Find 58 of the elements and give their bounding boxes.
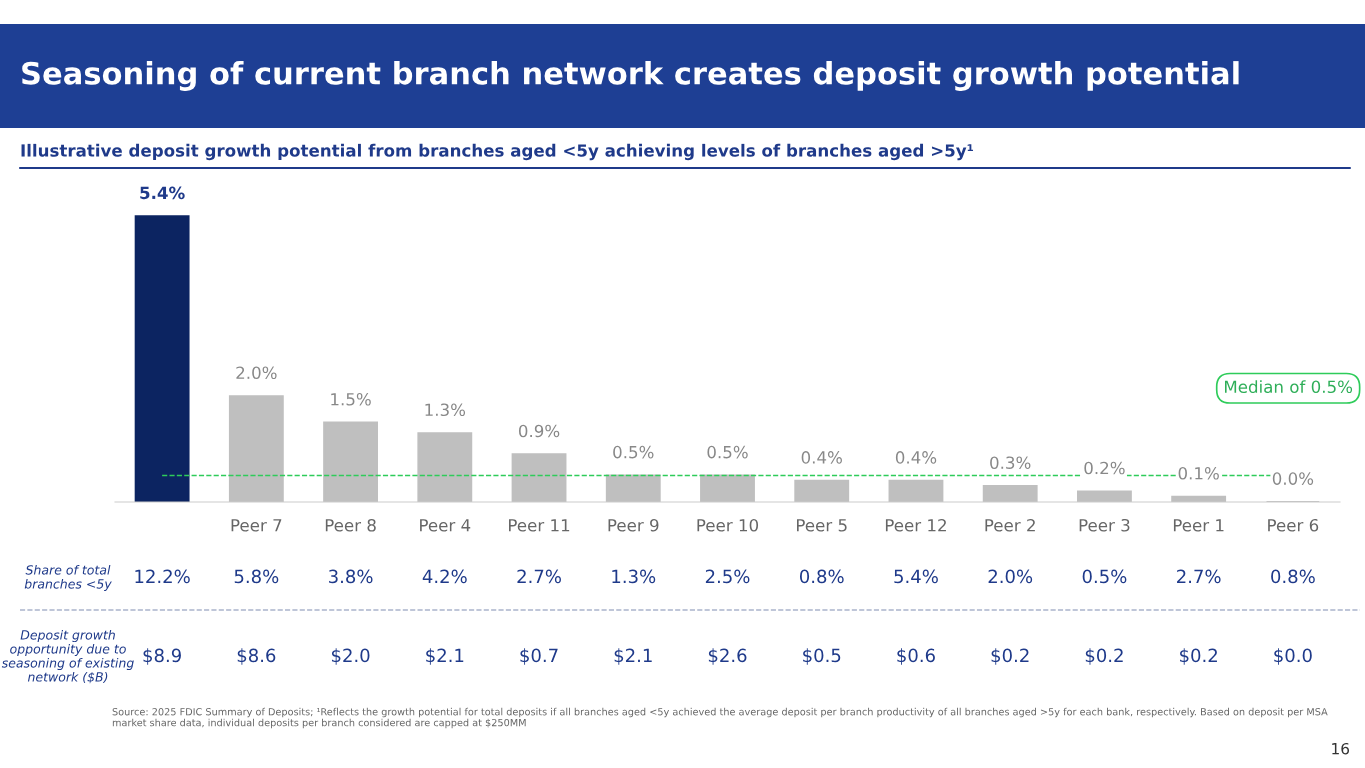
- chart-title: Seasoning of current branch network creates deposit growth potential: [22, 61, 1239, 91]
- text: $8.6: [237, 648, 276, 665]
- data-label: 1.3%: [425, 403, 466, 417]
- x-tick-label: Peer 11: [509, 519, 570, 532]
- text: 2.7%: [1177, 569, 1221, 584]
- text: 5.8%: [234, 569, 279, 584]
- text: $0.2: [1180, 648, 1217, 665]
- x-tick-label: Peer 4: [420, 519, 471, 532]
- x-tick-label: Peer 10: [697, 518, 759, 532]
- text: 1.3%: [612, 569, 656, 584]
- text: $8.9: [143, 648, 181, 665]
- x-tick-label: Peer 3: [1079, 518, 1130, 532]
- data-label: 0.5%: [707, 445, 748, 459]
- x-tick-label: Peer 9: [608, 518, 659, 532]
- text: 0.5%: [1082, 569, 1127, 584]
- text: $2.1: [426, 648, 464, 665]
- data-label: 0.3%: [990, 456, 1031, 470]
- text: $0.5: [803, 648, 841, 665]
- text: 5.4%: [894, 569, 938, 584]
- text: 2.7%: [517, 569, 561, 584]
- source-note: Source: 2025 FDIC Summary of Deposits; ¹Reflects the growth potential for total deposits if all branches aged <5y achieved the average deposit per branch productivity of all branches aged >5y for each bank, respectively. Based on deposit per MSA market share data, individual deposits per branch considered are capped at $250MM: [112, 707, 1328, 729]
- text: $0.0: [1274, 648, 1312, 665]
- text: 3.8%: [329, 569, 373, 584]
- text: $0.6: [897, 648, 935, 665]
- text: $2.0: [331, 648, 370, 665]
- x-tick-label: Peer 12: [885, 518, 946, 532]
- text: 12.2%: [135, 569, 190, 584]
- text: Share of total branches <5y: [24, 564, 112, 592]
- text: 16: [1332, 742, 1350, 755]
- text: $0.7: [520, 648, 558, 665]
- data-label: 0.5%: [613, 445, 654, 459]
- data-label: 2.0%: [236, 366, 277, 380]
- text: 4.2%: [422, 569, 467, 584]
- x-tick-label: Peer 1: [1173, 519, 1224, 532]
- data-label: 0.1%: [1178, 466, 1219, 480]
- data-label: 0.4%: [895, 451, 937, 464]
- data-label: 0.0%: [1272, 472, 1314, 485]
- x-tick-label: Peer 5: [797, 519, 847, 532]
- text: 2.0%: [988, 569, 1033, 584]
- text: $0.2: [991, 648, 1029, 665]
- data-label: 5.4%: [140, 186, 185, 200]
- text: $2.1: [614, 648, 652, 665]
- text: 0.8%: [799, 569, 844, 584]
- data-label: 0.9%: [518, 424, 560, 438]
- text: $0.2: [1085, 648, 1123, 665]
- data-label: 0.4%: [801, 451, 842, 464]
- text: $2.6: [708, 648, 747, 665]
- data-label: 1.5%: [331, 392, 371, 406]
- x-tick-label: Peer 2: [985, 518, 1035, 532]
- x-tick-label: Peer 7: [231, 519, 282, 532]
- text: 0.8%: [1271, 569, 1315, 584]
- ref-line-label: Median of 0.5%: [1225, 380, 1353, 394]
- chart-subtitle: Illustrative deposit growth potential from branches aged <5y achieving levels of branches aged >5y¹: [21, 143, 974, 161]
- data-label: 0.2%: [1084, 461, 1125, 475]
- x-tick-label: Peer 6: [1268, 518, 1319, 532]
- text: 2.5%: [705, 569, 750, 584]
- x-tick-label: Peer 8: [325, 518, 376, 532]
- text: Deposit growth opportunity due to seasoning of existing network ($B): [1, 629, 134, 684]
